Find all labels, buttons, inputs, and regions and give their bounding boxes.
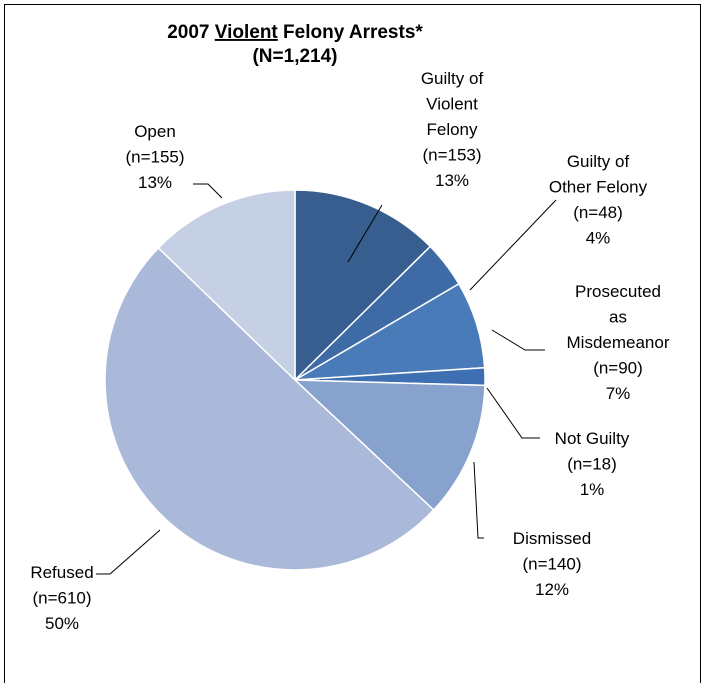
slice-label: Refused xyxy=(30,563,93,582)
slice-count-label: (n=153) xyxy=(422,146,481,165)
slice-percent-label: 1% xyxy=(580,480,605,499)
slice-label: Misdemeanor xyxy=(567,333,670,352)
slice-percent-label: 12% xyxy=(535,580,569,599)
leader-line xyxy=(469,199,557,291)
pie-slice xyxy=(294,189,432,382)
slice-label: as xyxy=(609,308,627,327)
slice-percent-label: 4% xyxy=(586,229,611,248)
slice-label: Prosecuted xyxy=(575,282,661,301)
pie-slice xyxy=(104,246,435,571)
pie-slice xyxy=(293,379,486,511)
slice-label: Felony xyxy=(426,120,478,139)
chart-subtitle: (N=1,214) xyxy=(252,46,337,67)
pie-slice xyxy=(157,189,296,382)
chart-title: 2007 Violent Felony Arrests* xyxy=(167,22,423,43)
slice-percent-label: 7% xyxy=(606,384,631,403)
leader-line xyxy=(347,204,383,263)
leader-line xyxy=(96,529,161,575)
slice-percent-label: 13% xyxy=(138,173,172,192)
leader-line xyxy=(473,461,484,539)
slice-label: Other Felony xyxy=(549,178,648,197)
slice-label: Open xyxy=(134,122,176,141)
slice-count-label: (n=140) xyxy=(522,555,581,574)
title-part: Felony Arrests* xyxy=(278,22,424,43)
slice-count-label: (n=610) xyxy=(32,589,91,608)
slice-percent-label: 50% xyxy=(45,614,79,633)
slice-label: Not Guilty xyxy=(555,429,630,448)
title-underlined: Violent xyxy=(215,22,279,43)
slice-count-label: (n=48) xyxy=(573,203,623,222)
slice-percent-label: 13% xyxy=(435,171,469,190)
leader-line xyxy=(491,329,545,351)
slice-label: Guilty of xyxy=(567,152,630,171)
slice-label: Dismissed xyxy=(513,529,591,548)
leader-line xyxy=(193,183,223,199)
title-part: 2007 xyxy=(167,22,215,43)
leader-line xyxy=(486,387,540,439)
slice-label: Violent xyxy=(426,95,478,114)
slice-label: Guilty of xyxy=(421,69,484,88)
slice-count-label: (n=18) xyxy=(567,455,617,474)
slice-count-label: (n=90) xyxy=(593,359,643,378)
slice-count-label: (n=155) xyxy=(125,148,184,167)
